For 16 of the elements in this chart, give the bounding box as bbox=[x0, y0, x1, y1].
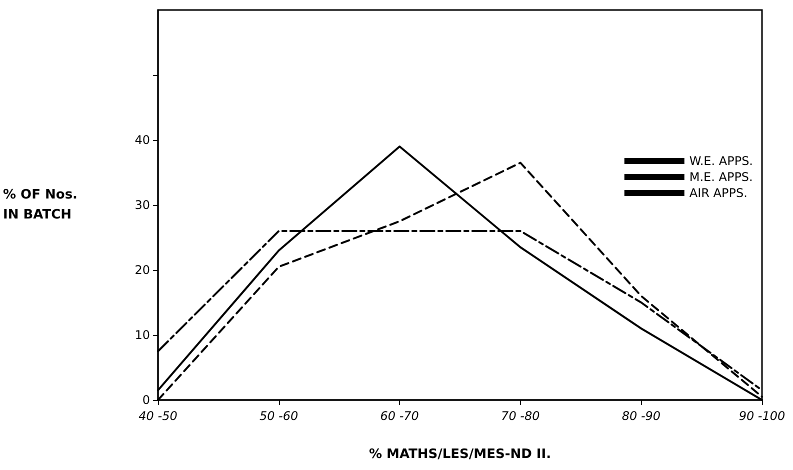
y-tick-label: 20 bbox=[134, 263, 150, 277]
x-axis-title: % MATHS/LES/MES-ND II. bbox=[368, 447, 552, 462]
x-tick-label: 60 -70 bbox=[380, 409, 420, 423]
x-tick-label: 70 -80 bbox=[501, 409, 540, 423]
y-tick-label: 40 bbox=[134, 133, 150, 147]
x-tick-label: 80 -90 bbox=[622, 409, 661, 423]
x-tick-label: 50 -60 bbox=[259, 409, 299, 423]
y-tick-label: 10 bbox=[134, 328, 150, 342]
x-tick-label: 40 -50 bbox=[138, 409, 178, 423]
y-tick-label: 30 bbox=[134, 198, 150, 212]
legend-label: M.E. APPS. bbox=[689, 170, 753, 184]
legend-label: W.E. APPS. bbox=[689, 154, 754, 168]
y-tick-label: 0 bbox=[142, 393, 150, 407]
x-tick-label: 90 -100 bbox=[738, 409, 786, 423]
legend-label: AIR APPS. bbox=[689, 186, 748, 200]
y-axis-title: % OF Nos. IN BATCH bbox=[3, 188, 78, 222]
